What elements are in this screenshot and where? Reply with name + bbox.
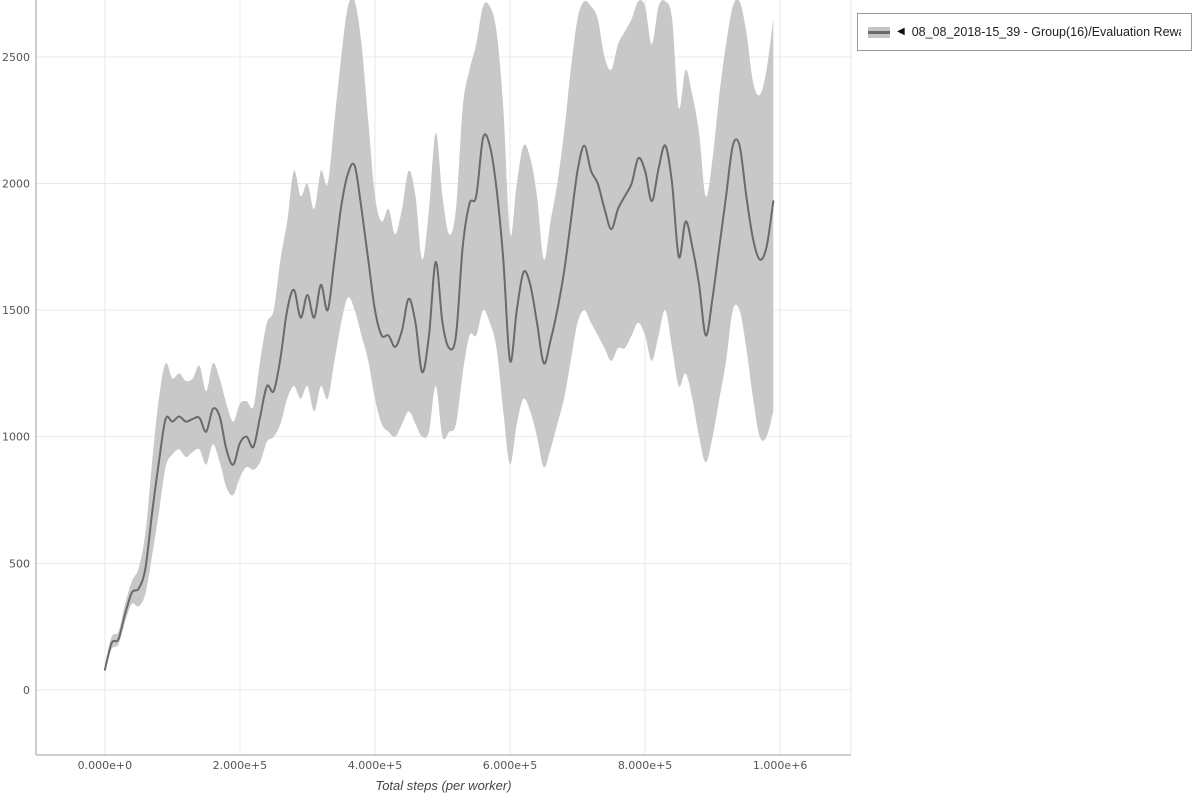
y-tick-label: 1500 bbox=[2, 304, 30, 317]
x-tick-label: 0.000e+0 bbox=[78, 759, 132, 772]
legend-collapse-icon[interactable]: ◀ bbox=[897, 26, 905, 37]
x-tick-label: 2.000e+5 bbox=[213, 759, 267, 772]
y-tick-label: 2000 bbox=[2, 178, 30, 191]
y-tick-label: 500 bbox=[9, 557, 30, 570]
legend-label: 08_08_2018-15_39 - Group(16)/Evaluation … bbox=[911, 25, 1181, 39]
x-tick-label: 8.000e+5 bbox=[618, 759, 672, 772]
confidence-band bbox=[104, 0, 774, 673]
legend-swatch-icon bbox=[868, 26, 890, 39]
series-line bbox=[103, 133, 775, 671]
x-axis-title: Total steps (per worker) bbox=[375, 778, 512, 793]
x-tick-label: 1.000e+6 bbox=[753, 759, 807, 772]
legend[interactable]: ◀ 08_08_2018-15_39 - Group(16)/Evaluatio… bbox=[857, 13, 1192, 51]
y-tick-label: 2500 bbox=[2, 51, 30, 64]
legend-line-icon bbox=[868, 30, 890, 34]
y-tick-label: 1000 bbox=[2, 431, 30, 444]
x-tick-label: 4.000e+5 bbox=[348, 759, 402, 772]
y-tick-label: 0 bbox=[23, 684, 30, 697]
x-tick-label: 6.000e+5 bbox=[483, 759, 537, 772]
